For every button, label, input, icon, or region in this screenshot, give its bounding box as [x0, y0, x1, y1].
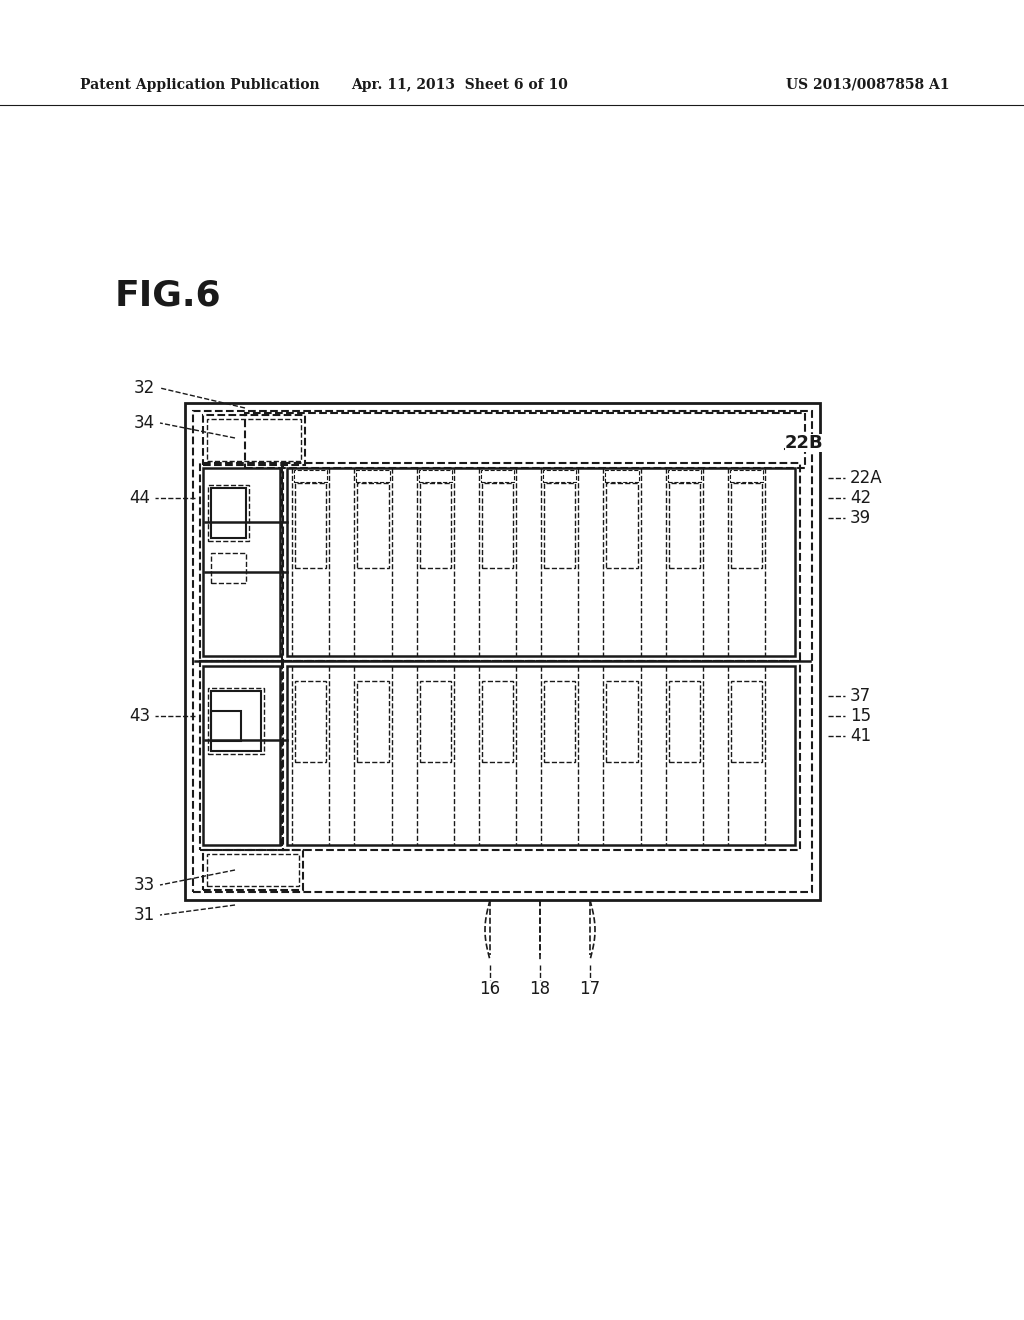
Bar — [211, 690, 261, 751]
Text: 22A: 22A — [850, 469, 883, 487]
Bar — [200, 661, 283, 850]
Bar — [606, 681, 638, 762]
Bar — [211, 711, 241, 741]
Bar — [295, 681, 327, 762]
Bar — [730, 470, 763, 482]
Bar — [357, 483, 388, 568]
Text: 44: 44 — [129, 488, 150, 507]
Bar — [669, 681, 699, 762]
Text: 43: 43 — [129, 708, 150, 725]
Bar — [207, 418, 301, 461]
Bar — [544, 681, 575, 762]
Text: 41: 41 — [850, 727, 871, 744]
Bar — [668, 470, 700, 482]
Bar — [605, 470, 639, 482]
Bar — [481, 681, 513, 762]
Text: 33: 33 — [134, 876, 155, 894]
Bar — [282, 661, 800, 850]
Bar — [282, 463, 800, 661]
Bar — [480, 470, 514, 482]
Bar — [481, 483, 513, 568]
Text: 15: 15 — [850, 708, 871, 725]
Bar — [731, 681, 762, 762]
Bar — [669, 483, 699, 568]
Bar — [208, 484, 249, 541]
Bar — [203, 469, 280, 656]
Text: 39: 39 — [850, 510, 871, 527]
Text: 17: 17 — [580, 979, 600, 998]
Text: 37: 37 — [850, 686, 871, 705]
Text: US 2013/0087858 A1: US 2013/0087858 A1 — [786, 78, 950, 92]
Bar — [287, 469, 795, 656]
Bar — [356, 470, 389, 482]
Bar — [606, 483, 638, 568]
Bar — [203, 850, 303, 890]
Bar — [211, 488, 246, 539]
Text: 16: 16 — [479, 979, 501, 998]
Text: 18: 18 — [529, 979, 551, 998]
Bar — [203, 414, 305, 465]
Text: 34: 34 — [134, 414, 155, 432]
Bar — [193, 411, 812, 892]
Bar — [420, 681, 451, 762]
Bar — [287, 667, 795, 845]
Bar — [543, 470, 577, 482]
Text: 42: 42 — [850, 488, 871, 507]
Text: 32: 32 — [134, 379, 155, 397]
Bar — [203, 667, 280, 845]
Bar — [185, 403, 820, 900]
Text: FIG.6: FIG.6 — [115, 279, 221, 312]
Bar — [420, 483, 451, 568]
Bar — [731, 483, 762, 568]
Bar — [208, 688, 264, 754]
Text: Patent Application Publication: Patent Application Publication — [80, 78, 319, 92]
Bar — [200, 463, 283, 661]
Bar — [419, 470, 452, 482]
Bar — [544, 483, 575, 568]
Bar — [357, 681, 388, 762]
Bar — [245, 413, 805, 469]
Text: 22B: 22B — [785, 434, 823, 451]
Bar — [294, 470, 328, 482]
Text: Apr. 11, 2013  Sheet 6 of 10: Apr. 11, 2013 Sheet 6 of 10 — [351, 78, 568, 92]
Bar — [295, 483, 327, 568]
Bar — [207, 854, 299, 886]
Bar — [211, 553, 246, 583]
Text: 31: 31 — [134, 906, 155, 924]
